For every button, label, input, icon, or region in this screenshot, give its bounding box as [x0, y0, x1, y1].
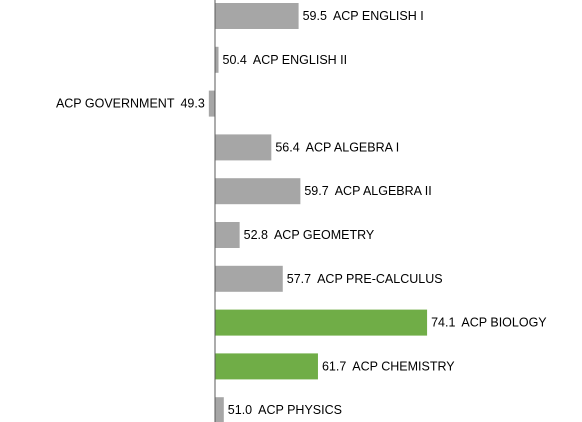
bar: [215, 3, 299, 29]
bar: [215, 265, 283, 292]
value-label: 52.8: [244, 228, 268, 242]
value-label: 74.1: [431, 316, 455, 330]
bar: [215, 309, 428, 336]
bar: [215, 134, 272, 161]
data-label: 61.7 ACP CHEMISTRY: [322, 360, 455, 374]
value-label: 51.0: [228, 403, 252, 417]
data-label: 51.0 ACP PHYSICS: [228, 403, 342, 417]
bar: [215, 46, 219, 73]
bar: [208, 90, 215, 117]
category-label: ACP GOVERNMENT: [56, 97, 175, 111]
category-label: ACP GEOMETRY: [274, 228, 375, 242]
category-label: ACP PHYSICS: [258, 403, 342, 417]
data-label: 74.1 ACP BIOLOGY: [431, 316, 547, 330]
bar: [215, 222, 240, 248]
data-label: 59.5 ACP ENGLISH I: [303, 9, 424, 23]
data-label: ACP GOVERNMENT 49.3: [56, 97, 205, 111]
category-label: ACP ENGLISH I: [333, 9, 424, 23]
bar: [215, 353, 318, 380]
category-label: ACP BIOLOGY: [461, 316, 547, 330]
data-label: 50.4 ACP ENGLISH II: [223, 53, 348, 67]
data-label: 59.7 ACP ALGEBRA II: [304, 184, 431, 198]
value-label: 56.4: [275, 141, 299, 155]
category-label: ACP ALGEBRA I: [306, 141, 400, 155]
value-label: 59.5: [303, 9, 327, 23]
value-label: 49.3: [180, 97, 204, 111]
bar: [215, 397, 224, 422]
value-label: 61.7: [322, 360, 346, 374]
category-label: ACP ALGEBRA II: [335, 184, 432, 198]
category-label: ACP ENGLISH II: [253, 53, 347, 67]
data-label: 56.4 ACP ALGEBRA I: [275, 141, 399, 155]
category-label: ACP PRE-CALCULUS: [317, 272, 443, 286]
data-label: 52.8 ACP GEOMETRY: [244, 228, 375, 242]
value-label: 59.7: [304, 184, 328, 198]
value-label: 57.7: [287, 272, 311, 286]
category-label: ACP CHEMISTRY: [352, 360, 455, 374]
value-label: 50.4: [223, 53, 247, 67]
bar: [215, 178, 301, 205]
data-label: 57.7 ACP PRE-CALCULUS: [287, 272, 443, 286]
